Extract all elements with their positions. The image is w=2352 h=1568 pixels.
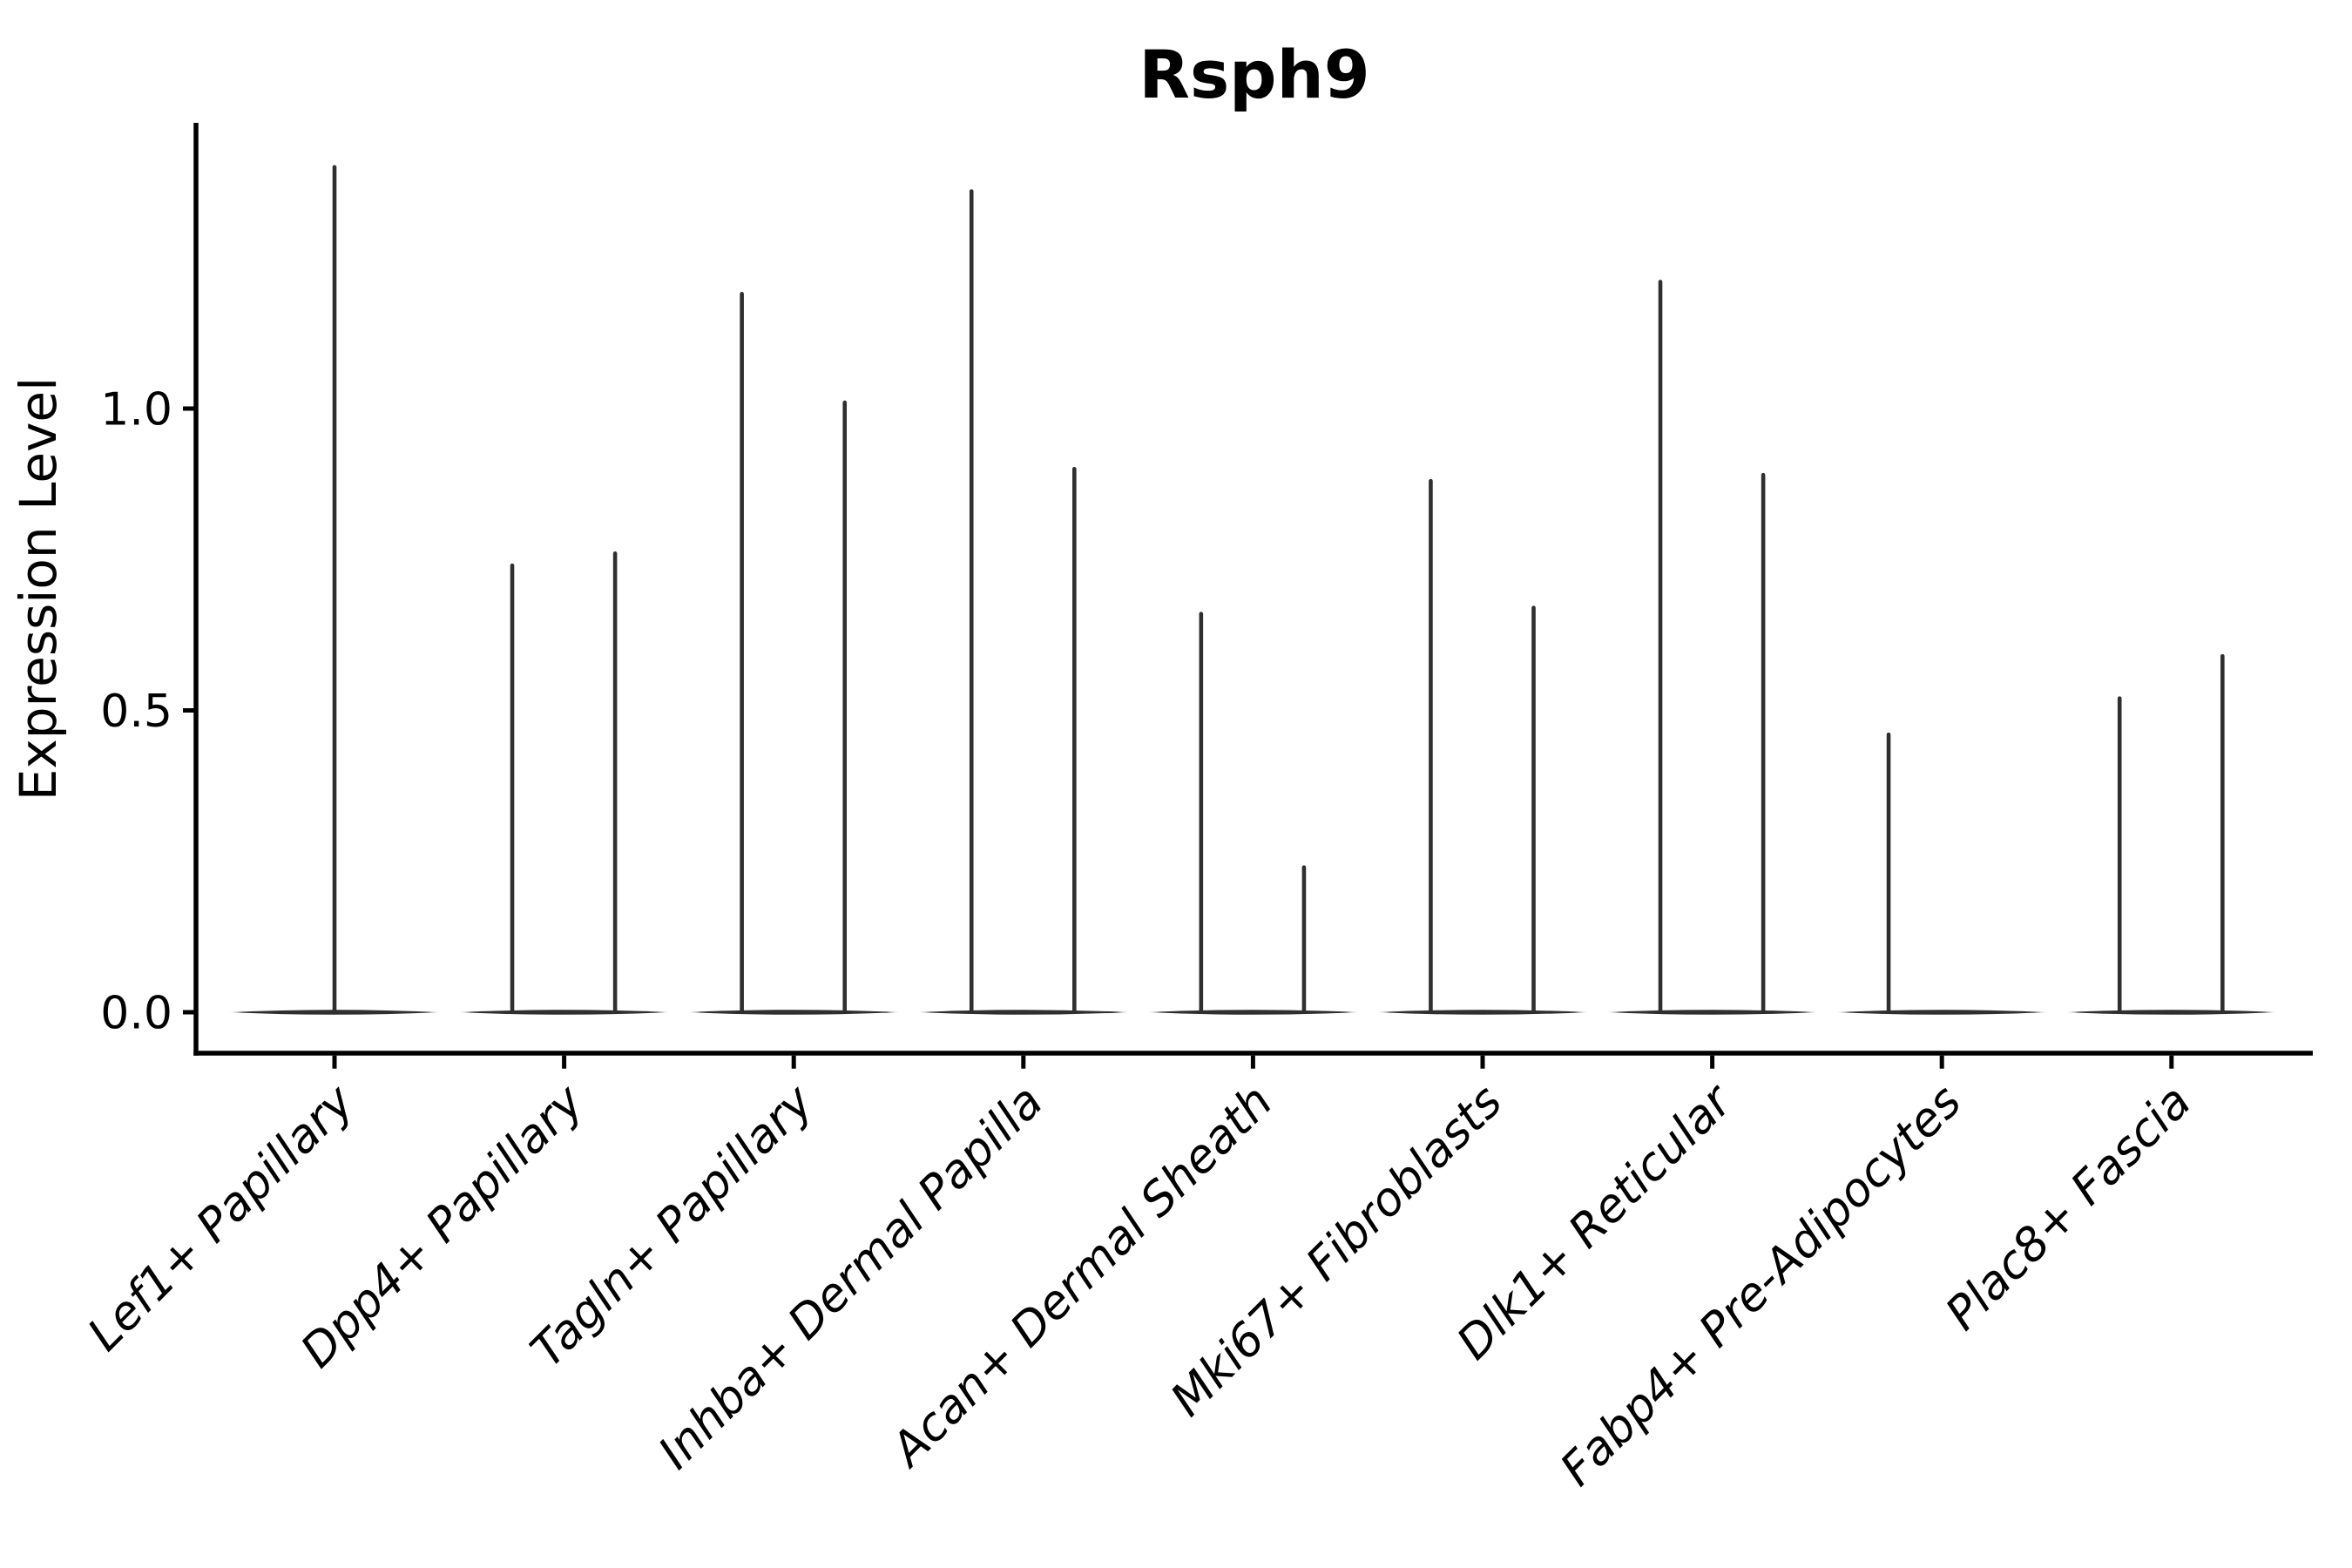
violin bbox=[229, 165, 440, 1015]
violin bbox=[1606, 280, 1818, 1015]
y-tick-label: 1.0 bbox=[100, 384, 172, 436]
x-tick-label: Inhba+ Dermal Papilla bbox=[649, 1075, 1053, 1479]
violin-base bbox=[2065, 1010, 2277, 1015]
violin bbox=[1836, 732, 2048, 1015]
y-axis-label: Expression Level bbox=[9, 377, 68, 801]
x-tick-label: Acan+ Dermal Sheath bbox=[880, 1075, 1283, 1478]
violin-base bbox=[917, 1010, 1129, 1015]
violin-base bbox=[1606, 1010, 1818, 1015]
y-tick-label: 0.5 bbox=[100, 686, 172, 738]
violin bbox=[458, 551, 670, 1015]
violin-base bbox=[458, 1010, 670, 1015]
violin bbox=[1377, 478, 1588, 1015]
axes-spines bbox=[193, 123, 2313, 1056]
y-axis-ticks: 0.0 0.5 1.0 bbox=[100, 384, 196, 1040]
violin-base bbox=[1836, 1010, 2048, 1015]
violin bbox=[917, 189, 1129, 1015]
violin-base bbox=[1377, 1010, 1588, 1015]
y-tick-label: 0.0 bbox=[100, 988, 172, 1040]
violin-bodies bbox=[229, 165, 2277, 1015]
violin-base bbox=[1147, 1010, 1359, 1015]
chart-title: Rsph9 bbox=[1139, 36, 1369, 113]
x-tick-label: Plac8+ Fascia bbox=[1936, 1075, 2201, 1341]
violin bbox=[1147, 612, 1359, 1015]
violin bbox=[2065, 653, 2277, 1015]
violin-base bbox=[688, 1010, 900, 1015]
violin bbox=[688, 292, 900, 1015]
x-tick-label: Fabp4+ Pre-Adipocytes bbox=[1551, 1075, 1972, 1497]
